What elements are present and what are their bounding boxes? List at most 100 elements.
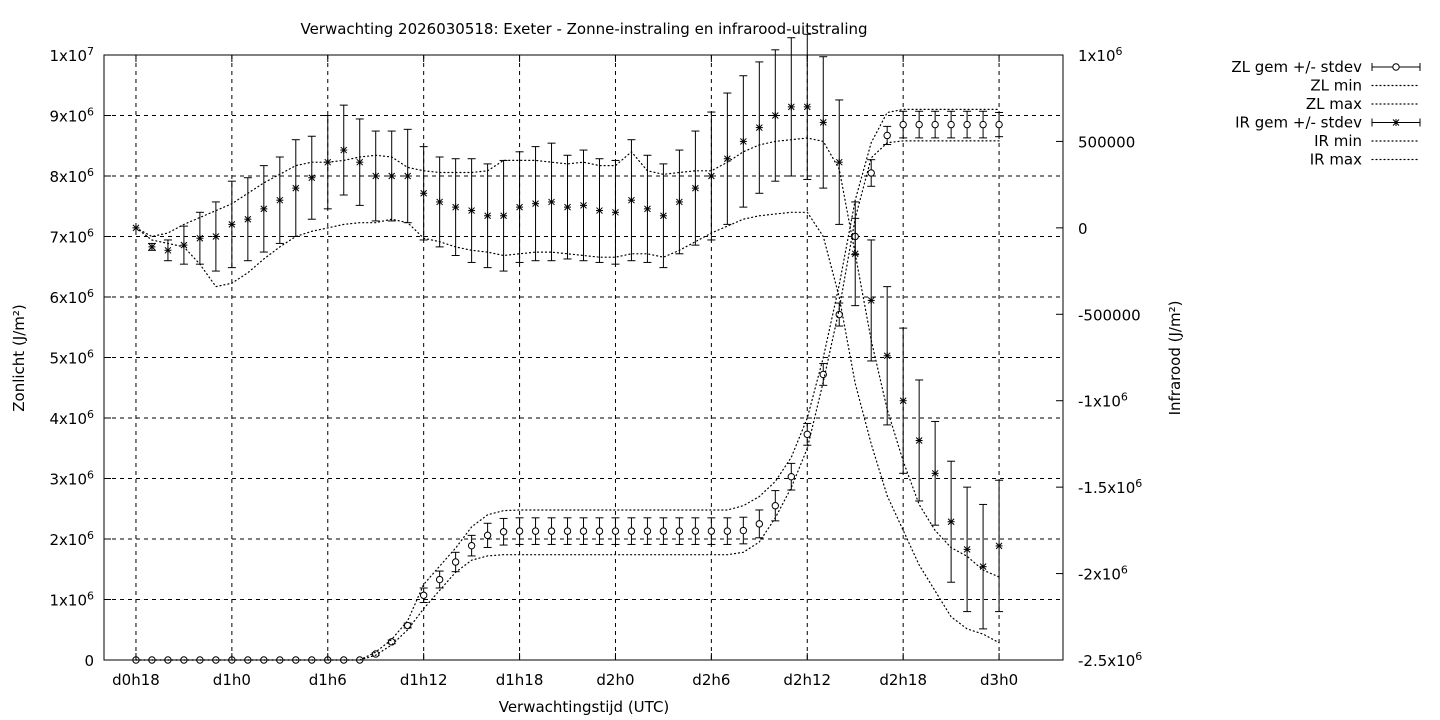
data-point bbox=[755, 124, 763, 132]
y-left-tick-label: 2x106 bbox=[49, 529, 94, 549]
data-point bbox=[787, 472, 795, 481]
data-point bbox=[995, 120, 1003, 129]
y-left-tick-label: 4x106 bbox=[49, 408, 94, 428]
chart-title: Verwachting 2026030518: Exeter - Zonne-i… bbox=[300, 20, 867, 38]
y-left-tick-label: 1x107 bbox=[49, 45, 94, 65]
axes: d0h18 d1h0 d1h6 d1h12 d1h18 d2h0 d2h6 d2h12 d2h1… bbox=[49, 45, 1142, 689]
data-point bbox=[212, 233, 220, 240]
star-stroke bbox=[915, 437, 923, 444]
data-point bbox=[931, 120, 939, 129]
data-point bbox=[531, 527, 540, 535]
y-left-tick-label: 8x106 bbox=[49, 166, 94, 186]
data-point bbox=[164, 246, 172, 254]
data-point bbox=[819, 118, 827, 126]
x-tick-label: d1h18 bbox=[496, 671, 544, 689]
star-stroke bbox=[532, 200, 539, 208]
data-point bbox=[899, 397, 907, 405]
data-point bbox=[564, 203, 572, 211]
star-stroke bbox=[596, 207, 603, 214]
star-stroke bbox=[516, 203, 523, 211]
y-right-tick-label: -2x106 bbox=[1078, 564, 1128, 584]
data-point bbox=[963, 545, 971, 553]
y-left-tick-label: 7x106 bbox=[49, 227, 94, 247]
data-point bbox=[995, 542, 1003, 550]
data-point bbox=[467, 541, 476, 550]
x-tick-label: d2h0 bbox=[596, 671, 634, 689]
legend-label: ZL max bbox=[1306, 95, 1362, 113]
star-stroke bbox=[708, 172, 715, 180]
data-point bbox=[867, 169, 875, 177]
y-right-tick-label: -500000 bbox=[1078, 306, 1141, 324]
star-stroke bbox=[212, 233, 220, 240]
star-stroke bbox=[819, 119, 827, 126]
star-stroke bbox=[692, 184, 699, 192]
data-point bbox=[947, 120, 955, 129]
legend-label: IR gem +/- stdev bbox=[1235, 114, 1362, 132]
data-point bbox=[276, 196, 284, 204]
star-stroke bbox=[292, 184, 300, 192]
data-point bbox=[883, 131, 891, 140]
data-point bbox=[404, 172, 412, 180]
star-stroke bbox=[260, 205, 268, 213]
x-tick-label: d1h6 bbox=[309, 671, 347, 689]
data-point bbox=[196, 234, 204, 242]
star-stroke bbox=[404, 172, 412, 180]
star-stroke bbox=[963, 546, 971, 553]
y-left-tick-label: 3x106 bbox=[49, 469, 94, 489]
star-stroke bbox=[308, 174, 316, 182]
star-stroke bbox=[388, 172, 396, 180]
data-point bbox=[675, 198, 683, 206]
star-stroke bbox=[612, 208, 619, 216]
data-point bbox=[723, 155, 731, 163]
star-stroke bbox=[356, 158, 364, 166]
data-point bbox=[691, 184, 699, 192]
data-point bbox=[388, 172, 396, 180]
star-stroke bbox=[340, 146, 348, 154]
star-stroke bbox=[739, 138, 747, 145]
star-stroke bbox=[931, 469, 939, 477]
data-point bbox=[707, 527, 716, 535]
data-point bbox=[627, 527, 636, 535]
plot-area bbox=[132, 33, 1004, 664]
star-stroke bbox=[164, 246, 172, 254]
data-point bbox=[947, 518, 955, 526]
data-point bbox=[691, 527, 700, 535]
star-stroke bbox=[676, 198, 683, 206]
data-point bbox=[739, 526, 748, 535]
x-axis-label: Verwachtingstijd (UTC) bbox=[499, 698, 670, 716]
star-stroke bbox=[1392, 119, 1400, 126]
star-stroke bbox=[196, 234, 204, 242]
data-point bbox=[915, 436, 923, 444]
data-point bbox=[803, 430, 811, 439]
data-point bbox=[468, 207, 476, 215]
data-point bbox=[308, 174, 316, 182]
data-point bbox=[915, 120, 923, 129]
star-stroke bbox=[883, 352, 891, 360]
data-point bbox=[883, 352, 891, 360]
y-right-axis-label: Infrarood (J/m²) bbox=[1166, 301, 1184, 416]
data-point bbox=[451, 558, 460, 566]
y-right-tick-label: 0 bbox=[1078, 220, 1088, 238]
data-point bbox=[580, 201, 587, 209]
star-stroke bbox=[452, 203, 459, 211]
legend-marker bbox=[1392, 119, 1400, 126]
data-point bbox=[787, 103, 795, 111]
data-point bbox=[435, 575, 444, 584]
data-point bbox=[244, 215, 252, 223]
data-point bbox=[372, 172, 380, 180]
star-stroke bbox=[771, 112, 779, 119]
data-point bbox=[340, 146, 348, 154]
legend-label: ZL min bbox=[1310, 77, 1362, 95]
data-point bbox=[420, 189, 428, 197]
legend-label: IR min bbox=[1314, 132, 1362, 150]
legend-marker bbox=[1392, 63, 1400, 71]
y-left-tick-label: 0 bbox=[84, 652, 94, 670]
y-left-tick-label: 9x106 bbox=[49, 106, 94, 126]
data-point bbox=[659, 212, 667, 220]
star-stroke bbox=[484, 212, 491, 220]
y-left-tick-label: 5x106 bbox=[49, 348, 94, 368]
star-stroke bbox=[500, 212, 507, 220]
data-point bbox=[771, 112, 779, 119]
